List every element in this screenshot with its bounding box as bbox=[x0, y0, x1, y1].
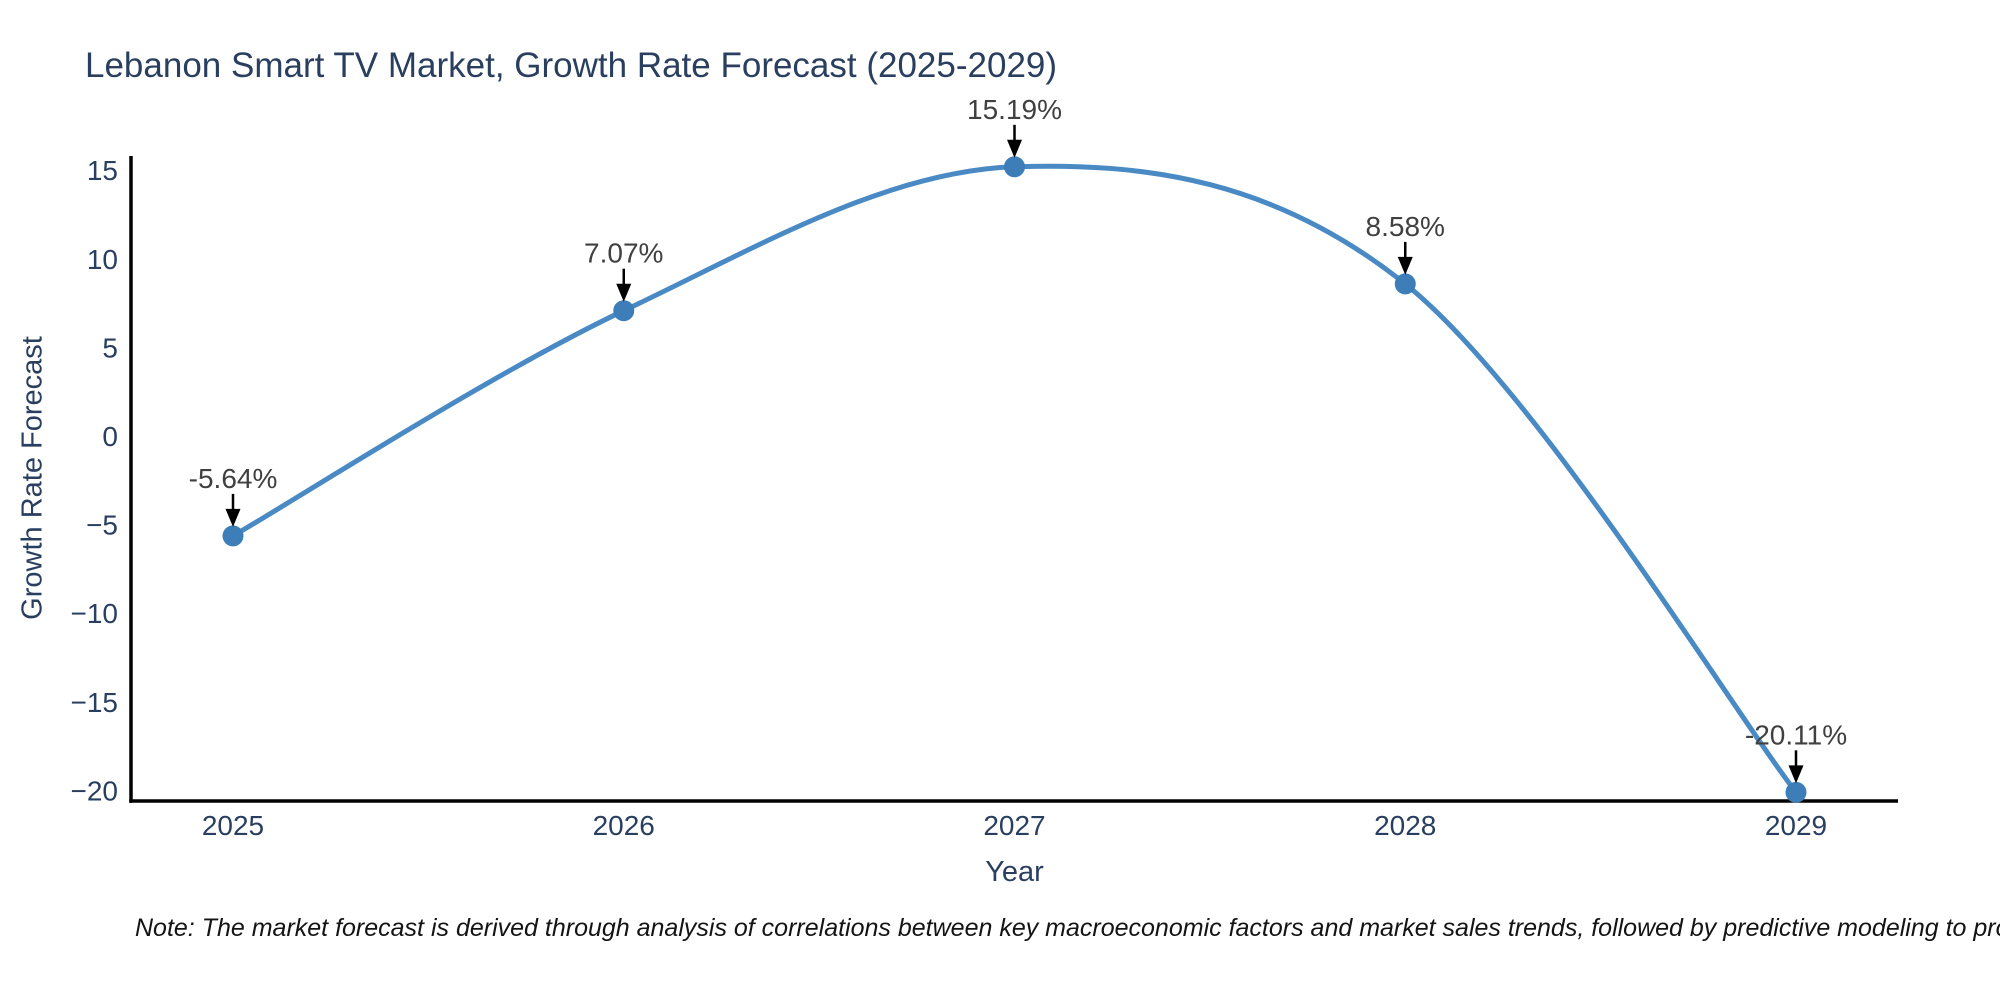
y-tick-label: −5 bbox=[86, 510, 118, 541]
annotation-arrowhead-icon bbox=[616, 283, 632, 302]
y-tick-label: −20 bbox=[71, 775, 119, 806]
y-tick-label: 10 bbox=[87, 244, 118, 275]
y-tick-label: 15 bbox=[87, 155, 118, 186]
annotation-label: 15.19% bbox=[967, 94, 1062, 125]
y-tick-label: 0 bbox=[102, 421, 118, 452]
data-point-marker[interactable] bbox=[222, 525, 244, 547]
annotation-arrowhead-icon bbox=[1397, 256, 1413, 275]
footnote: Note: The market forecast is derived thr… bbox=[135, 914, 2000, 942]
annotation-label: -20.11% bbox=[1745, 719, 1847, 750]
annotation-label: 7.07% bbox=[584, 238, 663, 269]
line-series-path bbox=[230, 163, 1799, 795]
data-point-marker[interactable] bbox=[613, 300, 635, 322]
y-tick-label: −10 bbox=[71, 598, 119, 629]
data-point-marker[interactable] bbox=[1004, 156, 1025, 178]
y-tick-label: 5 bbox=[102, 332, 118, 363]
annotation-label: 8.58% bbox=[1366, 211, 1445, 242]
data-point-marker[interactable] bbox=[1394, 273, 1416, 295]
x-tick-label: 2028 bbox=[1374, 810, 1436, 841]
x-axis-title: Year bbox=[985, 856, 1044, 888]
x-tick-label: 2027 bbox=[983, 810, 1045, 841]
x-tick-label: 2025 bbox=[202, 810, 264, 841]
chart-title: Lebanon Smart TV Market, Growth Rate For… bbox=[85, 46, 1058, 85]
x-tick-label: 2029 bbox=[1765, 810, 1827, 841]
annotation-arrowhead-icon bbox=[225, 508, 241, 527]
annotation-arrowhead-icon bbox=[1788, 765, 1804, 784]
annotation-arrowhead-icon bbox=[1007, 139, 1022, 158]
x-tick-label: 2026 bbox=[593, 810, 655, 841]
y-tick-label: −15 bbox=[71, 687, 119, 718]
data-point-marker[interactable] bbox=[1785, 781, 1807, 803]
annotation-label: -5.64% bbox=[189, 463, 278, 494]
